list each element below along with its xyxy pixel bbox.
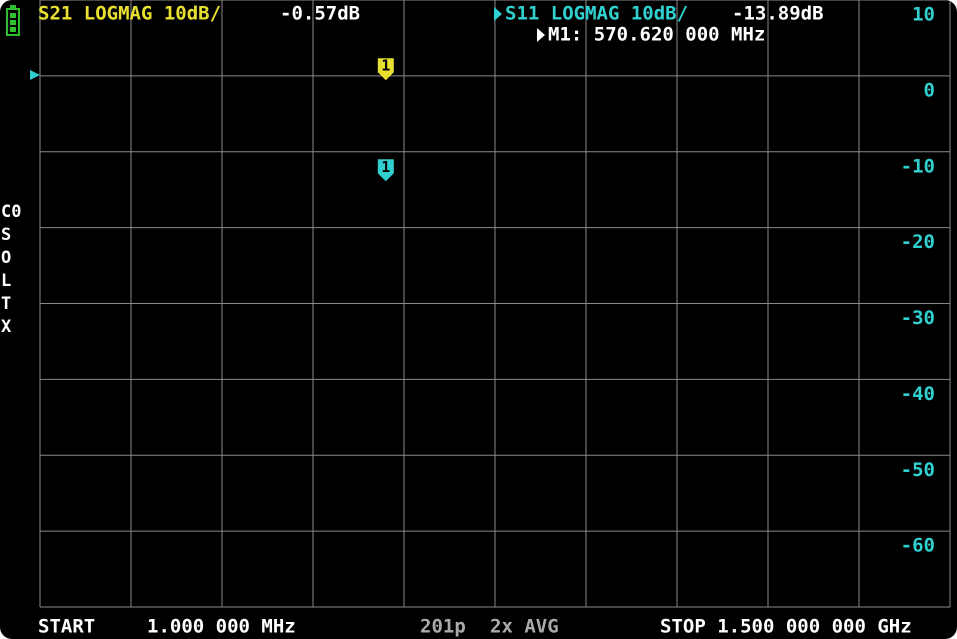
y-tick-label: 10 bbox=[912, 4, 935, 26]
side-label: S bbox=[1, 225, 11, 245]
points-label: 201p bbox=[420, 616, 466, 638]
start-freq: 1.000 000 MHz bbox=[147, 616, 296, 638]
side-label: C0 bbox=[1, 202, 21, 222]
y-tick-label: -10 bbox=[901, 155, 935, 177]
start-label: START bbox=[38, 616, 95, 638]
marker-readout: M1: 570.620 000 MHz bbox=[548, 24, 765, 46]
marker-label: 1 bbox=[381, 57, 390, 75]
avg-label: 2x AVG bbox=[490, 616, 559, 638]
battery-icon bbox=[6, 5, 20, 36]
y-tick-label: 0 bbox=[924, 79, 935, 101]
y-tick-label: -30 bbox=[901, 307, 935, 329]
y-tick-label: -60 bbox=[901, 535, 935, 557]
active-trace-icon bbox=[494, 7, 502, 21]
s11-label: S11 LOGMAG 10dB/ bbox=[505, 3, 688, 25]
side-label: O bbox=[1, 248, 11, 268]
s21-readout: -0.57dB bbox=[280, 3, 360, 25]
marker-label: 1 bbox=[381, 158, 390, 176]
side-label: X bbox=[1, 317, 12, 337]
y-tick-label: -40 bbox=[901, 383, 935, 405]
marker-icon bbox=[537, 28, 545, 42]
marker bbox=[377, 159, 394, 182]
y-tick-label: -50 bbox=[901, 459, 935, 481]
stop-label: STOP 1.500 000 000 GHz bbox=[660, 616, 912, 638]
marker bbox=[377, 58, 394, 81]
side-label: L bbox=[1, 271, 11, 291]
side-label: T bbox=[1, 294, 11, 314]
s21-label: S21 LOGMAG 10dB/ bbox=[38, 3, 221, 25]
s11-readout: -13.89dB bbox=[732, 3, 824, 25]
y-tick-label: -20 bbox=[901, 231, 935, 253]
reference-marker bbox=[30, 70, 40, 80]
